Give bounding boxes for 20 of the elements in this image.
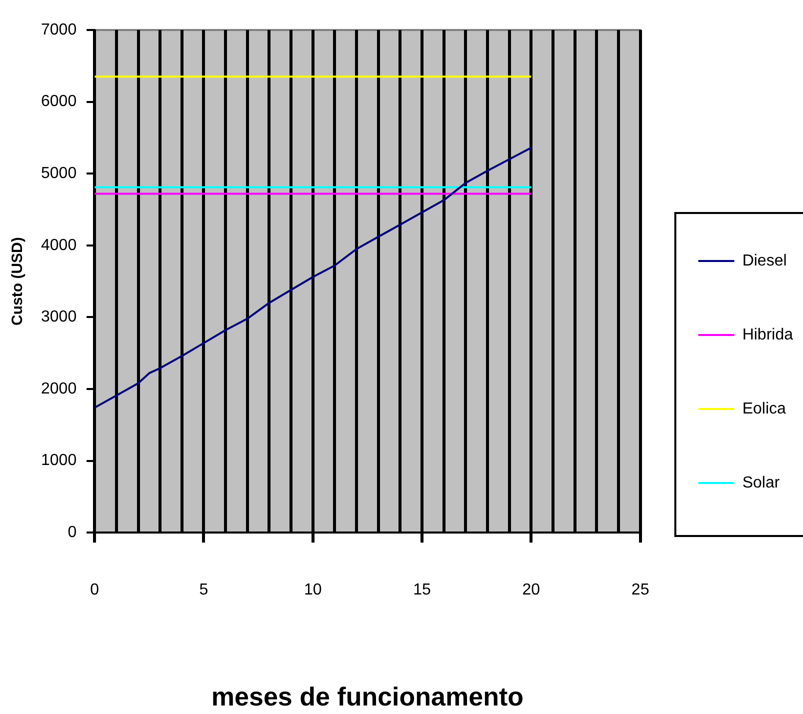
x-tick-label: 5 xyxy=(199,582,208,599)
x-tick-label: 0 xyxy=(90,582,100,599)
y-tick-label: 1000 xyxy=(41,452,77,470)
x-axis-title: meses de funcionamento xyxy=(211,682,524,712)
y-axis-title: Custo (USD) xyxy=(9,237,26,326)
y-tick-label: 4000 xyxy=(41,236,77,254)
y-tick-label: 7000 xyxy=(41,21,77,38)
x-tick-label: 10 xyxy=(304,582,322,599)
legend-label: Hibrida xyxy=(742,326,794,344)
y-tick-label: 5000 xyxy=(41,165,77,182)
legend-label: Diesel xyxy=(742,252,787,270)
x-tick-label: 15 xyxy=(413,582,432,599)
y-tick-label: 0 xyxy=(68,524,77,542)
x-tick-label: 20 xyxy=(522,582,540,599)
x-tick-label: 25 xyxy=(631,582,650,599)
legend-label: Solar xyxy=(742,474,780,492)
y-tick-label: 3000 xyxy=(41,308,77,326)
y-tick-label: 6000 xyxy=(41,93,77,110)
y-tick-label: 2000 xyxy=(41,380,77,398)
legend-label: Eolica xyxy=(742,400,786,418)
